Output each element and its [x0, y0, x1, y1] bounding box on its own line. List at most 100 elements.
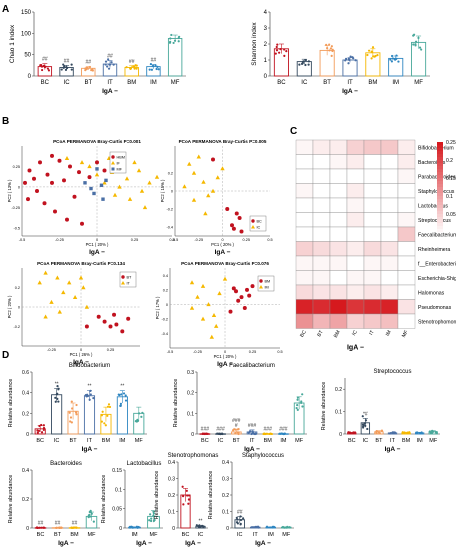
- x-tick-label: -0.5: [172, 238, 179, 242]
- point-if: [142, 205, 148, 210]
- heat-cell: [295, 299, 314, 315]
- heat-cell: [295, 154, 314, 170]
- sample-dot: [89, 515, 92, 518]
- legend-label: IM: [265, 286, 269, 290]
- x-tick-label-mf: MF: [171, 80, 180, 86]
- y-tick-label: 1: [264, 58, 268, 64]
- sample-dot: [182, 503, 185, 506]
- y-tick-label: 0: [18, 306, 20, 310]
- x-axis-label: PC1 ( 20% ): [214, 354, 237, 359]
- significance-mark: ###: [264, 427, 273, 433]
- sample-dot: [149, 513, 152, 516]
- chart-title: Staphylococcus: [242, 453, 284, 459]
- sample-dot: [106, 405, 110, 408]
- point-bm: [228, 309, 233, 314]
- point-im: [209, 334, 214, 339]
- panel-label-a: A: [2, 4, 9, 15]
- point-if: [132, 160, 137, 165]
- point-ic: [220, 166, 225, 171]
- point-hbm: [72, 194, 77, 199]
- sample-dot: [100, 420, 103, 423]
- x-tick-label-ic: IC: [237, 532, 243, 538]
- sample-dot: [74, 411, 78, 414]
- sample-dot: [47, 69, 51, 72]
- sample-dot: [108, 405, 112, 409]
- heat-cell: [363, 212, 382, 228]
- sample-dot: [140, 415, 143, 418]
- heat-cell: [329, 270, 348, 286]
- point-bc: [237, 216, 242, 220]
- sample-dot: [239, 515, 242, 518]
- x-tick-label-ic: IC: [198, 532, 204, 538]
- sample-dot: [38, 424, 41, 428]
- point-if: [139, 188, 145, 193]
- sample-dot: [156, 65, 159, 68]
- point-it: [84, 304, 90, 309]
- heat-col-label: IM: [385, 330, 393, 338]
- sample-dot: [236, 522, 239, 525]
- x-tick-label-im: IM: [119, 438, 126, 444]
- sample-dot: [103, 422, 106, 425]
- point-im: [200, 283, 206, 288]
- sample-dot: [307, 63, 310, 66]
- heat-cell: [346, 255, 365, 271]
- sample-dot: [64, 68, 68, 71]
- sample-dot: [57, 387, 60, 390]
- sample-dot: [104, 424, 107, 427]
- y-tick-label: -0.25: [11, 206, 20, 210]
- point-bm: [242, 306, 247, 310]
- sample-dot: [188, 498, 191, 501]
- sample-dot: [89, 389, 92, 392]
- sample-dot: [157, 68, 160, 71]
- heat-col-label: BC: [299, 329, 308, 338]
- significance-mark: ###: [201, 427, 210, 433]
- sample-dot: [40, 423, 43, 427]
- point-bc: [211, 157, 215, 162]
- sample-dot: [112, 63, 115, 66]
- heat-col-label: IC: [351, 329, 359, 337]
- point-ic: [187, 161, 192, 166]
- x-axis-label: IgA −: [347, 345, 364, 352]
- x-tick-label: -0.5: [167, 350, 174, 354]
- sample-dot: [248, 430, 252, 433]
- x-axis-label: IgA −: [185, 540, 201, 547]
- y-tick-label: 0: [166, 303, 168, 307]
- sample-dot: [412, 43, 415, 46]
- sample-dot: [328, 49, 331, 52]
- sample-dot: [239, 523, 242, 526]
- sample-dot: [392, 431, 396, 434]
- point-if: [147, 180, 152, 185]
- sample-dot: [414, 44, 417, 47]
- heat-cell: [363, 154, 382, 170]
- sample-dot: [89, 511, 92, 514]
- sample-dot: [330, 45, 333, 48]
- sample-dot: [203, 432, 206, 436]
- bar-mf: [167, 38, 183, 77]
- sample-dot: [236, 518, 239, 521]
- x-axis-label: PC1 ( 20% ): [86, 242, 109, 247]
- x-tick-label-ic: IC: [218, 438, 224, 444]
- point-if: [127, 196, 133, 201]
- sample-dot: [148, 519, 151, 522]
- y-tick-label: 0.1: [168, 510, 175, 516]
- significance-mark: ##: [64, 58, 70, 64]
- x-tick-label-im: IM: [150, 80, 157, 86]
- x-tick-label-mf: MF: [429, 438, 438, 444]
- heat-cell: [380, 255, 399, 271]
- x-tick-label: -0.5: [19, 238, 26, 242]
- sample-dot: [55, 526, 58, 530]
- sample-dot: [40, 63, 43, 67]
- heat-row-label: Bifidobacterium: [418, 145, 454, 151]
- sample-dot: [100, 414, 103, 417]
- sample-dot: [328, 43, 331, 46]
- heat-col-label: BM: [333, 330, 342, 339]
- bar-im: [388, 57, 404, 77]
- point-bm: [245, 287, 249, 292]
- point-it: [67, 280, 72, 285]
- sample-dot: [296, 398, 299, 401]
- sample-dot: [278, 51, 281, 54]
- x-tick-label-bm: BM: [102, 438, 111, 444]
- y-tick-label: 50: [24, 53, 31, 59]
- sample-dot: [70, 68, 73, 71]
- sample-dot: [235, 516, 238, 519]
